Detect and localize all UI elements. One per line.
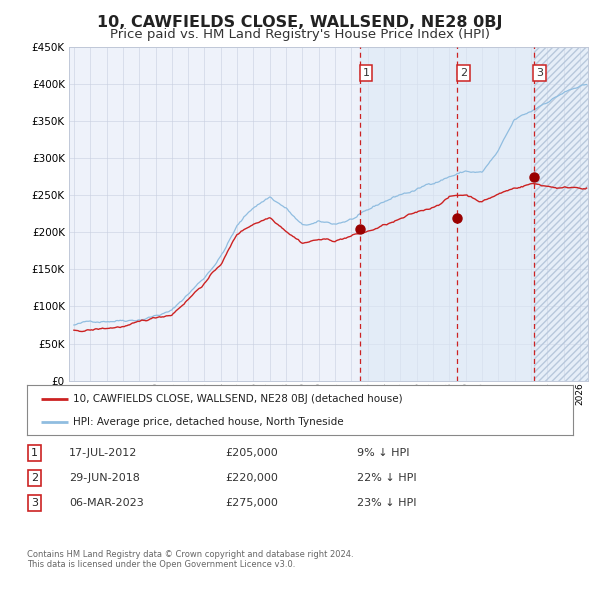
Text: £205,000: £205,000 (225, 448, 278, 458)
Bar (360, 47, 533, 381)
Text: 1: 1 (31, 448, 38, 458)
Bar (533, 47, 588, 381)
Text: 3: 3 (536, 68, 543, 78)
Text: 9% ↓ HPI: 9% ↓ HPI (357, 448, 409, 458)
Text: 06-MAR-2023: 06-MAR-2023 (69, 498, 144, 507)
Text: 2: 2 (31, 473, 38, 483)
Text: 10, CAWFIELDS CLOSE, WALLSEND, NE28 0BJ: 10, CAWFIELDS CLOSE, WALLSEND, NE28 0BJ (97, 15, 503, 30)
Text: £275,000: £275,000 (225, 498, 278, 507)
Text: Price paid vs. HM Land Registry's House Price Index (HPI): Price paid vs. HM Land Registry's House … (110, 28, 490, 41)
Text: 22% ↓ HPI: 22% ↓ HPI (357, 473, 416, 483)
Text: HPI: Average price, detached house, North Tyneside: HPI: Average price, detached house, Nort… (73, 417, 344, 427)
Text: 3: 3 (31, 498, 38, 507)
Text: 2: 2 (460, 68, 467, 78)
Text: Contains HM Land Registry data © Crown copyright and database right 2024.
This d: Contains HM Land Registry data © Crown c… (27, 550, 353, 569)
Text: 17-JUL-2012: 17-JUL-2012 (69, 448, 137, 458)
Text: 10, CAWFIELDS CLOSE, WALLSEND, NE28 0BJ (detached house): 10, CAWFIELDS CLOSE, WALLSEND, NE28 0BJ … (73, 394, 403, 404)
Text: 23% ↓ HPI: 23% ↓ HPI (357, 498, 416, 507)
Text: 1: 1 (362, 68, 370, 78)
Text: 29-JUN-2018: 29-JUN-2018 (69, 473, 140, 483)
Bar (533, 47, 588, 381)
Text: £220,000: £220,000 (225, 473, 278, 483)
